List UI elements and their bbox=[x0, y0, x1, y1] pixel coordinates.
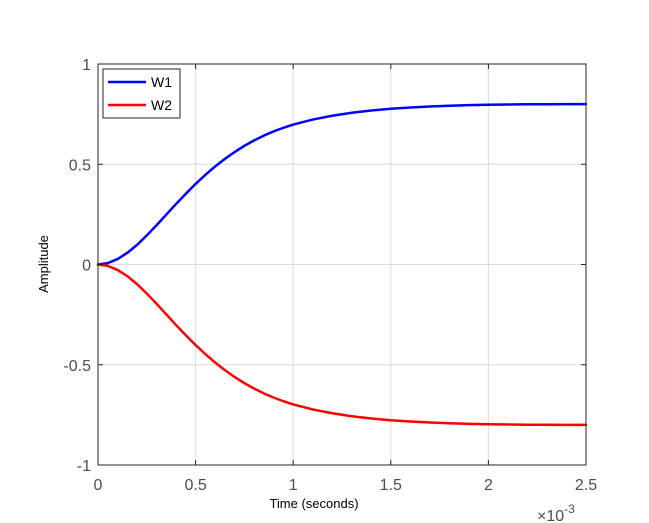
y-tick-label: 0 bbox=[82, 258, 91, 275]
y-tick-label: 0.5 bbox=[69, 157, 91, 174]
x-axis-multiplier: ×10-3 bbox=[537, 502, 575, 523]
y-tick-label: -1 bbox=[77, 458, 91, 475]
y-tick-labels: -1 -0.5 0 0.5 1 bbox=[63, 57, 91, 475]
x-tick-label: 1 bbox=[289, 477, 298, 494]
series-lines bbox=[96, 102, 588, 427]
series-line-w2 bbox=[96, 263, 588, 427]
y-tick-label: 1 bbox=[82, 57, 91, 74]
legend-label-w1: W1 bbox=[151, 74, 172, 90]
tick-marks bbox=[97, 63, 587, 466]
x-tick-label: 1.5 bbox=[380, 477, 402, 494]
x-axis-label: Time (seconds) bbox=[269, 496, 358, 511]
y-axis-label: Amplitude bbox=[36, 235, 51, 293]
y-tick-label: -0.5 bbox=[63, 358, 91, 375]
x-multiplier-exponent: -3 bbox=[564, 502, 575, 516]
x-tick-label: 0 bbox=[94, 477, 103, 494]
x-tick-labels: 0 0.5 1 1.5 2 2.5 bbox=[94, 477, 598, 494]
legend: W1 W2 bbox=[102, 68, 181, 119]
series-line-w1 bbox=[96, 102, 588, 266]
x-multiplier-base: ×10 bbox=[537, 508, 564, 523]
x-tick-label: 0.5 bbox=[184, 477, 206, 494]
legend-label-w2: W2 bbox=[151, 97, 172, 113]
x-tick-label: 2 bbox=[484, 477, 493, 494]
legend-box bbox=[102, 68, 181, 119]
x-tick-label: 2.5 bbox=[575, 477, 597, 494]
